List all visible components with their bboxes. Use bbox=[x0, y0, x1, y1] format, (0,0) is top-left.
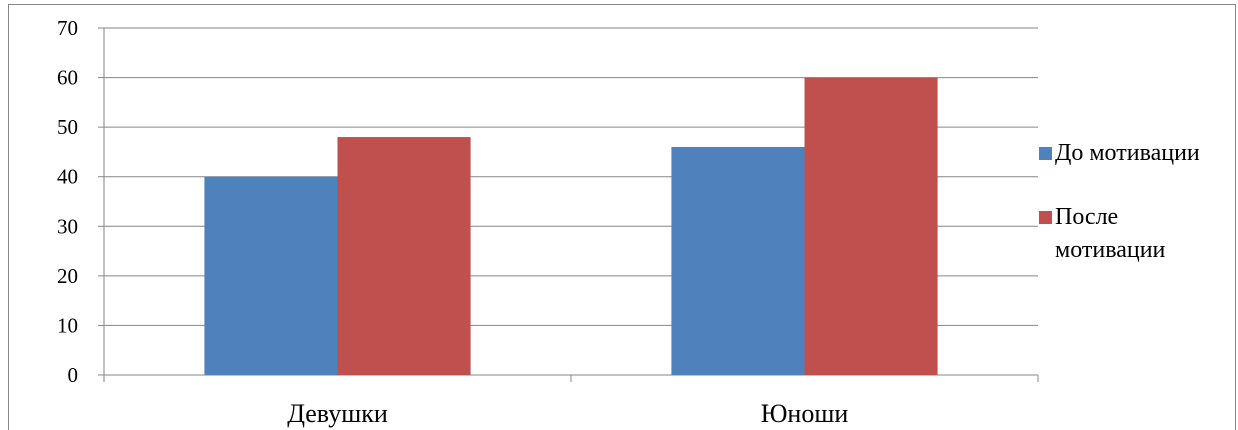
legend-swatch bbox=[1039, 147, 1052, 160]
y-tick-label: 0 bbox=[68, 363, 79, 387]
y-tick-label: 40 bbox=[57, 165, 78, 189]
y-tick-label: 50 bbox=[57, 115, 78, 139]
y-tick-label: 60 bbox=[57, 66, 78, 90]
bar bbox=[204, 176, 338, 375]
x-tick-label: Девушки bbox=[287, 399, 388, 428]
x-tick-label: Юноши bbox=[761, 399, 849, 428]
bar bbox=[804, 77, 938, 376]
bar bbox=[337, 137, 471, 375]
y-tick-label: 30 bbox=[57, 214, 78, 238]
chart-frame bbox=[8, 4, 1236, 430]
legend-label: До мотивации bbox=[1055, 140, 1200, 166]
y-tick-label: 20 bbox=[57, 264, 78, 288]
y-tick-label: 10 bbox=[57, 313, 78, 337]
legend-label: мотивации bbox=[1055, 237, 1166, 263]
legend-swatch bbox=[1039, 211, 1052, 224]
y-tick-label: 70 bbox=[57, 16, 78, 40]
bar bbox=[671, 146, 805, 375]
legend-label: После bbox=[1055, 204, 1118, 230]
